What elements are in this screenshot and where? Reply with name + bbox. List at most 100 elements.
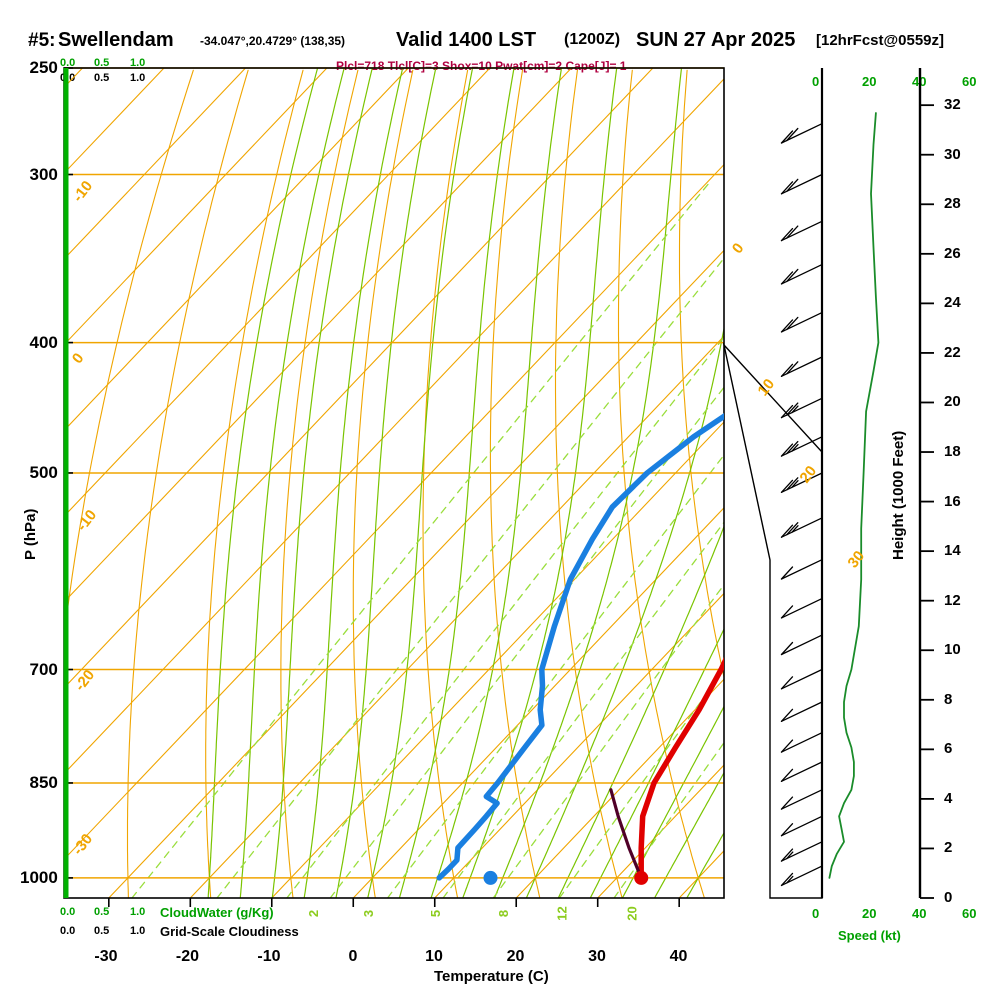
moist-adiabat--4 [335, 68, 437, 898]
wind-barb-18 [780, 815, 823, 837]
cloudiness-bottom-tick-1: 0.5 [94, 925, 110, 937]
height-tick-label-32: 32 [944, 96, 961, 114]
dry-adiabats-group [64, 69, 1000, 898]
mixing-ratio-1 [216, 257, 724, 898]
temperature-tick-label-20: 20 [506, 948, 525, 965]
moist-adiabat-0 [367, 68, 474, 898]
height-tick-label-22: 22 [944, 343, 961, 361]
height-tick-label-28: 28 [944, 195, 961, 213]
isotherm--30 [108, 249, 724, 898]
moist-adiabat-28 [589, 627, 724, 898]
pressure-tick-label-1000: 1000 [20, 867, 58, 887]
moist-adiabat-4 [398, 68, 515, 898]
wind-barb-3 [780, 263, 823, 285]
isotherm--70 [64, 68, 572, 603]
mixing-ratio-label-4: 12 [554, 906, 570, 921]
speed-bottom-tick-3: 60 [962, 906, 977, 921]
stability-indices: Plcl=718 Tlcl[C]=3 Shox=10 Pwat[cm]=2 Ca… [336, 59, 627, 73]
dry-adiabat-80 [852, 70, 1000, 898]
cloudiness-bottom-tick-2: 1.0 [130, 925, 146, 937]
wind-barb-1 [780, 173, 823, 195]
wind-barb-10 [780, 559, 823, 580]
mixing-ratio-2 [286, 336, 724, 898]
station-name: Swellendam [58, 29, 174, 51]
wind-barb-0 [780, 123, 823, 144]
mixing-ratio-30 [613, 741, 724, 898]
height-tick-label-14: 14 [944, 542, 961, 560]
dry-adiabat-10 [422, 69, 469, 898]
mixing-ratio-label-0: 2 [306, 909, 322, 918]
mixing-ratio-5 [386, 453, 724, 898]
moist-adiabat--20 [207, 68, 319, 898]
mixing-ratio-lines-group [131, 183, 724, 898]
moist-adiabat-12 [462, 68, 618, 898]
valid-date: SUN 27 Apr 2025 [636, 29, 796, 51]
sounding-profiles-group [436, 412, 724, 881]
wind-barb-16 [780, 761, 823, 782]
isotherm--20 [189, 335, 724, 898]
isotherm--100 [64, 68, 328, 346]
cloudwater-top-tick-2: 1.0 [130, 57, 146, 69]
height-axis-group [918, 68, 934, 899]
wind-barb-15 [780, 732, 823, 753]
cloudiness-top-tick-1: 0.5 [94, 72, 110, 84]
wind-barb-9 [780, 517, 823, 538]
dry-adiabat-40 [617, 69, 705, 898]
temperature-axis-label: Temperature (C) [434, 968, 549, 985]
speed-top-tick-3: 60 [962, 74, 977, 89]
isotherm--140 [0, 68, 1, 898]
height-tick-label-24: 24 [944, 294, 961, 312]
skew-isotherms-group [0, 68, 724, 898]
speed-axis-label: Speed (kt) [838, 928, 901, 943]
pressure-tick-label-250: 250 [29, 58, 58, 77]
moist-adiabat-16 [493, 68, 683, 898]
wind-barb-4 [780, 311, 823, 333]
mixing-ratio-label-2: 5 [428, 909, 444, 918]
temperature-tick-label--30: -30 [94, 948, 118, 965]
surface-dewpoint-marker [483, 870, 498, 885]
surface-markers-group [483, 870, 649, 885]
isotherm--10 [271, 421, 724, 898]
cloudwater-bottom-tick-2: 1.0 [130, 906, 146, 918]
mixing-ratio-label-1: 3 [361, 909, 377, 918]
mixing-ratio-12 [492, 583, 724, 898]
pressure-axis-label: P (hPa) [22, 508, 39, 560]
wind-barb-panel [722, 68, 824, 899]
moist-adiabat--12 [271, 68, 373, 898]
moist-adiabat-20 [525, 325, 724, 898]
height-tick-label-30: 30 [944, 145, 961, 163]
moist-adiabat--16 [239, 68, 345, 898]
wind-barb-19 [780, 841, 823, 862]
height-tick-label-12: 12 [944, 591, 961, 609]
speed-bottom-tick-0: 0 [812, 906, 820, 921]
mixing-ratio-20 [558, 668, 724, 898]
height-tick-label-0: 0 [944, 889, 953, 906]
wind-barb-14 [780, 701, 823, 722]
cloudiness-top-tick-2: 1.0 [130, 72, 146, 84]
mixing-ratio-3 [329, 386, 724, 898]
mixing-ratio-label-3: 8 [496, 909, 512, 918]
pressure-tick-label-400: 400 [29, 332, 58, 352]
height-tick-label-18: 18 [944, 443, 961, 461]
profile-temperature [638, 657, 724, 881]
temperature-tick-label-40: 40 [669, 948, 688, 965]
isotherm-10 [434, 592, 724, 898]
mixing-ratio-label-5: 20 [624, 906, 640, 921]
wind-barb-11 [780, 597, 823, 619]
isotherm--80 [64, 68, 491, 518]
parcel-path [609, 788, 643, 880]
height-tick-label-26: 26 [944, 244, 961, 262]
pressure-tick-label-500: 500 [29, 462, 58, 482]
temperature-tick-label-0: 0 [348, 948, 358, 965]
wind-envelope [722, 342, 823, 899]
valid-time-label: Valid 1400 LST [396, 29, 537, 51]
wind-barb-2 [780, 220, 823, 242]
dry-adiabat-100 [962, 70, 1000, 898]
wind-barb-7 [780, 436, 823, 457]
wind-barbs-group [780, 123, 823, 887]
cloudwater-bottom-tick-1: 0.5 [94, 906, 110, 918]
speed-bottom-tick-1: 20 [862, 906, 877, 921]
wind-barb-6 [780, 397, 823, 419]
wind-barb-20 [780, 865, 823, 887]
